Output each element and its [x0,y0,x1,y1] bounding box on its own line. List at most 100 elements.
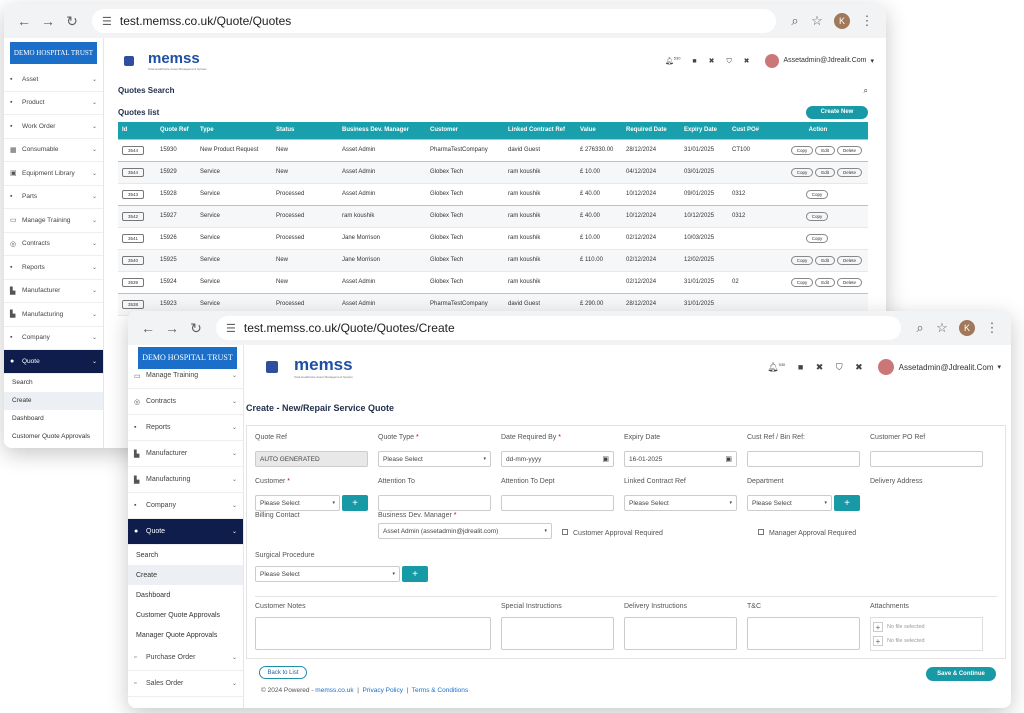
add-file-icon[interactable]: + [873,622,883,632]
sidebar-item-quote[interactable]: ● Quote ⌄ [4,350,103,374]
bell-icon[interactable]: 🔔︎530 [664,55,681,65]
customer-po-ref-input[interactable] [870,451,983,467]
linked-contract-ref-input[interactable]: Please Select ▾ [624,495,737,511]
sidebar-item-parts[interactable]: ▪ Parts ⌄ [4,186,103,209]
chat-icon[interactable]: ■ [692,57,697,65]
create-new-button[interactable]: Create New [806,105,868,119]
sidebar-item-reports[interactable]: ▪ Reports ⌄ [4,256,103,280]
quote-id-badge[interactable]: 3541 [122,233,145,243]
sidebar-item-manufacturing[interactable]: ▙ Manufacturing ⌄ [128,467,243,493]
back-to-list-button[interactable]: Back to List [259,666,307,679]
edit-button[interactable]: Edit [815,277,835,287]
copy-button[interactable]: Copy [805,233,829,243]
user-avatar[interactable] [764,53,779,68]
calendar-icon[interactable]: ▣ [725,456,732,463]
site-info-icon[interactable]: ☰ [226,322,236,335]
shield-icon[interactable]: ⛉ [835,361,843,372]
bookmark-star-icon[interactable]: ☆ [811,13,823,28]
address-bar[interactable]: ☰ test.memss.co.uk/Quote/Quotes [92,9,776,33]
quote-sub-create[interactable]: Create [4,391,103,410]
quote-sub-customer-quote-approvals[interactable]: Customer Quote Approvals [12,433,91,440]
quote-id-badge[interactable]: 3544 [122,167,145,177]
add-customer-button[interactable]: + [342,495,368,511]
site-info-icon[interactable]: ☰ [102,15,112,28]
customer-select[interactable]: Please Select ▾ [255,495,340,511]
add-department-button[interactable]: + [834,495,860,511]
sidebar-item-work-order[interactable]: ▪ Work Order ⌄ [4,115,103,139]
copy-button[interactable]: Copy [790,255,814,265]
forward-arrow-icon[interactable]: → [41,13,55,29]
back-arrow-icon[interactable]: ← [141,320,155,336]
profile-avatar[interactable]: K [834,13,850,29]
department-select[interactable]: Please Select ▾ [747,495,832,511]
quote-id-badge[interactable]: 3543 [122,189,145,199]
settings-icon[interactable]: ✖ [743,57,750,65]
special-instructions-textarea[interactable] [501,617,614,650]
sidebar-item-manufacturer[interactable]: ▙ Manufacturer ⌄ [128,441,243,467]
add-surgical-button[interactable]: + [402,566,428,582]
copy-button[interactable]: Copy [790,145,814,155]
quote-id-badge[interactable]: 3544 [122,145,145,155]
edit-button[interactable]: Edit [815,167,835,177]
cust-ref-bin-ref-input[interactable] [747,451,860,467]
back-arrow-icon[interactable]: ← [17,13,31,29]
bookmark-star-icon[interactable]: ☆ [936,320,948,335]
expiry-date-input[interactable]: 16-01-2025 ▣ [624,451,737,467]
zoom-icon[interactable]: ⌕ [916,320,924,335]
sidebar-item-equipment-library[interactable]: ▣ Equipment Library ⌄ [4,162,103,186]
quote-id-badge[interactable]: 3540 [122,255,145,265]
customer-approval-checkbox[interactable] [562,529,568,535]
chat-icon[interactable]: ■ [797,361,804,372]
profile-avatar[interactable]: K [959,320,975,336]
search-icon[interactable]: ⌕ [863,86,868,95]
sidebar-item-manage-training[interactable]: ▭ Manage Training ⌄ [128,363,243,389]
quote-sub-dashboard[interactable]: Dashboard [136,591,171,599]
bell-icon[interactable]: 🔔︎530 [767,361,786,372]
sidebar-item-manufacturing[interactable]: ▙ Manufacturing ⌄ [4,303,103,327]
reload-icon[interactable]: ↻ [66,12,78,29]
quote-sub-manager-quote-approvals[interactable]: Manager Quote Approvals [136,631,218,639]
sidebar-item-quote[interactable]: ● Quote ⌄ [128,519,243,545]
quote-id-badge[interactable]: 3539 [122,277,145,287]
forward-arrow-icon[interactable]: → [165,320,179,336]
customer-notes-textarea[interactable] [255,617,491,650]
quote-id-badge[interactable]: 3538 [122,299,145,309]
user-email[interactable]: Assetadmin@Jdrealit.Com [783,57,867,64]
reload-icon[interactable]: ↻ [190,319,202,336]
surgical-select[interactable]: Please Select ▾ [255,566,400,582]
tools-icon[interactable]: ✖ [815,361,824,372]
attention-to-input[interactable] [378,495,491,511]
chevron-down-icon[interactable]: ▾ [870,57,874,65]
tools-icon[interactable]: ✖ [708,57,715,65]
zoom-icon[interactable]: ⌕ [791,13,799,28]
sidebar-item-manage-training[interactable]: ▭ Manage Training ⌄ [4,209,103,233]
copy-button[interactable]: Copy [790,277,814,287]
delete-button[interactable]: Delete [836,167,862,177]
add-file-icon[interactable]: + [873,636,883,646]
address-bar[interactable]: ☰ test.memss.co.uk/Quote/Quotes/Create [216,316,901,340]
sidebar-item-asset[interactable]: ▪ Asset ⌄ [4,68,103,92]
quote-sub-create[interactable]: Create [128,565,243,585]
sidebar-item-reports[interactable]: ▪ Reports ⌄ [128,415,243,441]
save-continue-button[interactable]: Save & Continue [926,667,996,681]
t-c-textarea[interactable] [747,617,860,650]
sidebar-item-contracts[interactable]: ◎ Contracts ⌄ [128,389,243,415]
copy-button[interactable]: Copy [805,211,829,221]
sidebar-item-product[interactable]: ▪ Product ⌄ [4,92,103,115]
date-required-by-input[interactable]: dd-mm-yyyy ▣ [501,451,614,467]
user-avatar[interactable] [877,359,894,375]
shield-icon[interactable]: ⛉ [726,57,732,65]
quote-sub-search[interactable]: Search [12,379,33,386]
menu-toggle-icon[interactable] [124,55,134,66]
quote-sub-customer-quote-approvals[interactable]: Customer Quote Approvals [136,611,221,619]
copy-button[interactable]: Copy [805,189,829,199]
edit-button[interactable]: Edit [815,255,835,265]
settings-icon[interactable]: ✖ [855,361,863,372]
sidebar-item-sales-order[interactable]: ▫ Sales Order ⌄ [128,671,243,697]
menu-toggle-icon[interactable] [266,361,278,373]
terms-link[interactable]: Terms & Conditions [411,687,469,694]
sidebar-item-company[interactable]: ▪ Company ⌄ [128,493,243,519]
attention-to-dept-input[interactable] [501,495,614,511]
user-email[interactable]: Assetadmin@Jdrealit.Com [898,362,994,372]
privacy-policy-link[interactable]: Privacy Policy [362,687,403,694]
